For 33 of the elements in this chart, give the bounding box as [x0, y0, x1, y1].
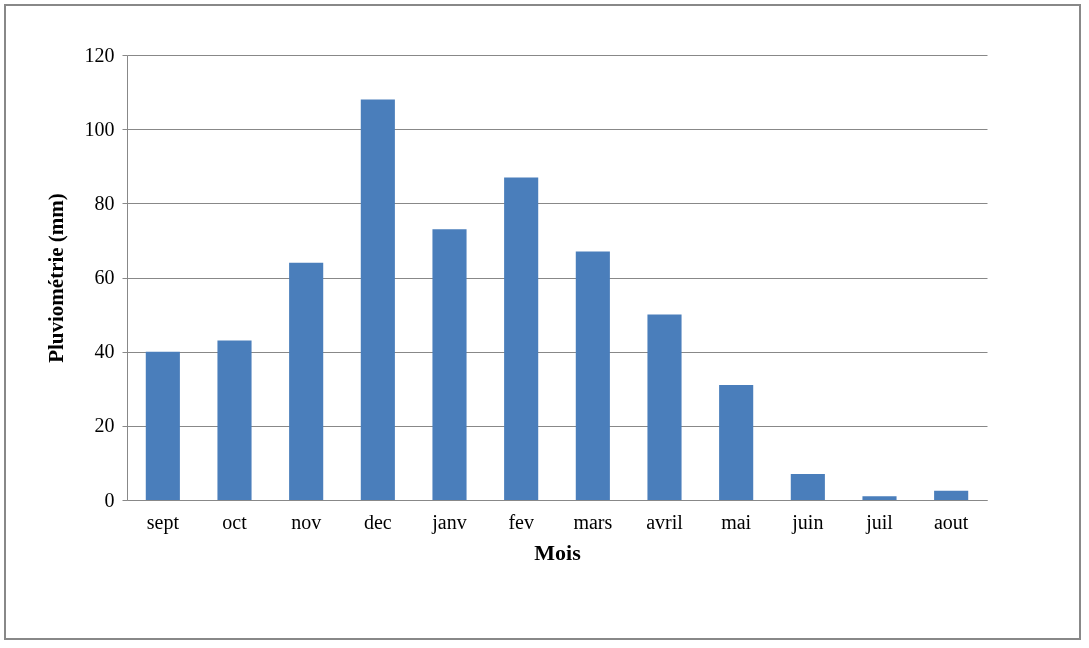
bar: [719, 385, 754, 500]
bar: [647, 314, 682, 500]
bar: [575, 251, 610, 500]
y-tick-label: 20: [94, 414, 115, 437]
x-tick-label: sept: [146, 510, 180, 534]
bar: [432, 229, 467, 500]
y-axis-title: Pluviométrie (mm): [43, 193, 68, 363]
y-tick-label: 80: [94, 191, 115, 214]
bar: [504, 177, 539, 500]
y-tick-label: 60: [94, 266, 115, 288]
y-tick-label: 100: [84, 117, 115, 140]
x-axis-title: Mois: [534, 539, 582, 565]
bar: [934, 490, 969, 500]
y-tick-label: 40: [94, 340, 115, 363]
bar: [360, 99, 395, 500]
x-tick-label: avril: [646, 510, 684, 533]
bar: [289, 262, 324, 500]
x-tick-label: mai: [721, 510, 752, 533]
x-tick-label: mars: [573, 510, 613, 533]
bar: [217, 340, 252, 500]
x-tick-label: nov: [291, 510, 322, 533]
x-tick-label: aout: [933, 510, 969, 533]
x-tick-label: juil: [865, 510, 894, 534]
x-tick-label: janv: [431, 510, 467, 534]
x-tick-label: fev: [508, 510, 534, 533]
x-tick-label: juin: [791, 510, 824, 534]
y-tick-label: 120: [84, 43, 115, 66]
x-tick-label: dec: [363, 510, 392, 533]
bar: [145, 351, 180, 500]
y-tick-label: 0: [104, 488, 115, 511]
bar: [862, 496, 897, 500]
bar: [790, 474, 825, 500]
x-tick-label: oct: [222, 510, 248, 533]
